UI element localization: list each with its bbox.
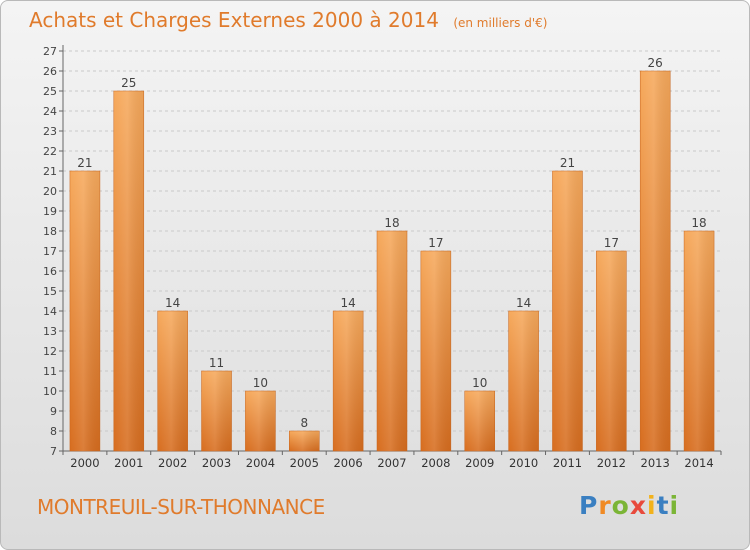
chart-subtitle: (en milliers d'€)	[453, 16, 548, 30]
data-label: 14	[165, 296, 180, 310]
bar-highlight	[552, 171, 583, 451]
logo-letter-p: P	[579, 491, 599, 520]
chart-title: Achats et Charges Externes 2000 à 2014 (…	[29, 8, 547, 32]
x-tick-label: 2006	[333, 456, 362, 470]
bar-highlight	[157, 311, 188, 451]
bars	[69, 70, 715, 452]
data-label: 14	[516, 296, 531, 310]
x-tick-label: 2002	[158, 456, 187, 470]
y-tick-label: 23	[43, 125, 57, 138]
data-label: 21	[560, 156, 575, 170]
data-labels: 21 25 14 11 10 8 14 18 17 10 14 21 17 26 18	[77, 56, 706, 430]
bar-highlight	[201, 371, 232, 451]
bar-highlight	[420, 251, 451, 451]
y-tick-label: 9	[50, 405, 57, 418]
y-tick-label: 12	[43, 345, 57, 358]
y-tick-label: 20	[43, 185, 57, 198]
bar-highlight	[596, 251, 627, 451]
x-tick-label: 2001	[114, 456, 143, 470]
y-tick-label: 18	[43, 225, 57, 238]
logo-letter-i: i	[647, 491, 657, 520]
logo-letter-o: o	[611, 491, 630, 520]
data-label: 10	[253, 376, 268, 390]
y-tick-label: 7	[50, 445, 57, 458]
logo-letter-r: r	[598, 491, 612, 520]
bar-highlight	[245, 391, 276, 451]
bar-highlight	[113, 91, 144, 451]
bar-highlight	[640, 71, 671, 451]
y-tick-label: 25	[43, 85, 57, 98]
logo-letter-i2: i	[669, 491, 680, 520]
x-tick-label: 2011	[553, 456, 582, 470]
x-tick-label: 2008	[421, 456, 450, 470]
data-label: 10	[472, 376, 487, 390]
y-tick-label: 14	[43, 305, 57, 318]
bar-highlight	[333, 311, 364, 451]
y-tick-label: 24	[43, 105, 57, 118]
data-label: 17	[604, 236, 619, 250]
bar-highlight	[377, 231, 407, 451]
y-tick-label: 26	[43, 65, 57, 78]
commune-name: MONTREUIL-SUR-THONNANCE	[37, 495, 325, 519]
y-tick-label: 27	[43, 45, 57, 58]
y-tick-label: 13	[43, 325, 57, 338]
data-label: 14	[340, 296, 355, 310]
y-tick-label: 11	[43, 365, 57, 378]
bar-highlight	[464, 391, 495, 451]
x-tick-label: 2005	[290, 456, 319, 470]
y-tick-label: 17	[43, 245, 57, 258]
x-tick-label: 2009	[465, 456, 494, 470]
y-tick-label: 22	[43, 145, 57, 158]
y-tick-label: 16	[43, 265, 57, 278]
logo-letter-t: t	[656, 491, 670, 520]
x-tick-label: 2013	[641, 456, 670, 470]
data-label: 21	[77, 156, 92, 170]
proxiti-logo[interactable]: Proxiti	[579, 491, 679, 520]
data-label: 8	[300, 416, 308, 430]
x-tick-label: 2014	[684, 456, 713, 470]
x-tick-label: 2012	[597, 456, 626, 470]
y-tick-label: 19	[43, 205, 57, 218]
y-tick-label: 21	[43, 165, 57, 178]
data-label: 25	[121, 76, 136, 90]
bar-highlight	[69, 171, 100, 451]
y-tick-label: 10	[43, 385, 57, 398]
y-tick-label: 15	[43, 285, 57, 298]
x-tick-label: 2010	[509, 456, 538, 470]
tick-labels: 7 8 9 10 11 12 13 14 15 16 17 18 19 20 21 22 23 24 25 26 27 2…	[43, 45, 714, 470]
x-tick-label: 2003	[202, 456, 231, 470]
data-label: 17	[428, 236, 443, 250]
x-tick-label: 2000	[70, 456, 99, 470]
data-label: 26	[648, 56, 663, 70]
y-tick-label: 8	[50, 425, 57, 438]
bar-highlight	[508, 311, 539, 451]
title-text: Achats et Charges Externes 2000 à 2014	[29, 8, 439, 32]
bar-highlight	[684, 231, 715, 451]
x-tick-label: 2004	[246, 456, 275, 470]
bar-highlight	[289, 431, 320, 451]
data-label: 18	[384, 216, 399, 230]
data-label: 18	[691, 216, 706, 230]
data-label: 11	[209, 356, 224, 370]
x-tick-label: 2007	[377, 456, 406, 470]
logo-letter-x: x	[629, 491, 647, 520]
